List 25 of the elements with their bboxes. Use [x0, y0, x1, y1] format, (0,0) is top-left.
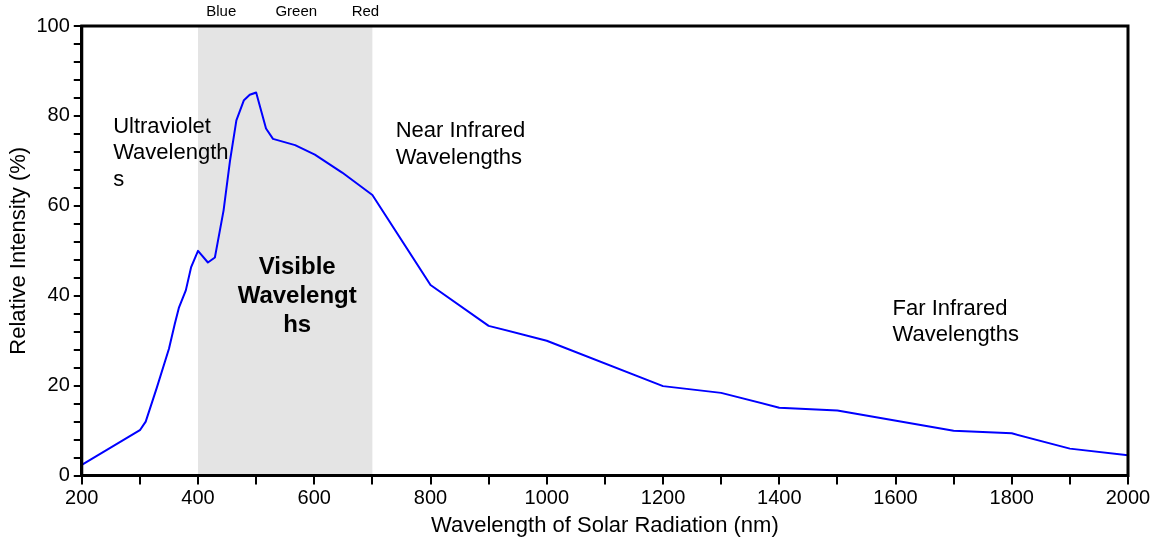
x-tick-label: 1400 — [757, 486, 802, 509]
x-tick-label: 1200 — [640, 486, 686, 509]
x-tick-label: 200 — [65, 486, 99, 509]
x-tick-label: 1600 — [873, 486, 918, 509]
y-axis-title: Relative Intensity (%) — [5, 146, 31, 355]
y-tick-label: 100 — [36, 13, 70, 36]
annotation: Near Infrared Wavelengths — [395, 117, 526, 169]
x-axis-title: Wavelength of Solar Radiation (nm) — [431, 511, 779, 537]
y-tick-label: 80 — [47, 103, 70, 126]
y-tick-label: 40 — [47, 283, 70, 306]
x-tick-label: 2000 — [1105, 486, 1151, 509]
y-tick-label: 20 — [47, 373, 70, 396]
x-tick-label: 1800 — [989, 486, 1034, 509]
annotation: Blue — [206, 1, 237, 19]
annotation: Far Infrared Wavelengths — [892, 295, 1019, 347]
annotation: Red — [351, 1, 380, 19]
x-tick-label: 1000 — [524, 486, 570, 509]
annotation: Green — [275, 1, 318, 19]
x-tick-label: 400 — [181, 486, 215, 509]
y-tick-label: 60 — [47, 193, 70, 216]
band-label: Visible Wavelengt hs — [237, 251, 357, 337]
x-tick-label: 600 — [297, 486, 331, 509]
annotation: Ultraviolet Wavelength s — [113, 112, 229, 191]
x-tick-label: 800 — [413, 486, 448, 509]
y-tick-label: 0 — [58, 463, 70, 486]
